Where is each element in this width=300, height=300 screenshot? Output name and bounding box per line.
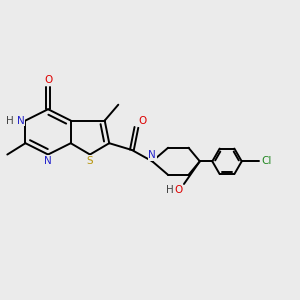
Text: H: H (166, 185, 174, 195)
Text: N: N (44, 156, 52, 166)
Text: O: O (175, 185, 183, 195)
Text: O: O (44, 75, 52, 85)
Text: N: N (16, 116, 24, 126)
Text: H: H (6, 116, 14, 126)
Text: Cl: Cl (261, 156, 272, 166)
Text: N: N (148, 150, 156, 160)
Text: O: O (139, 116, 147, 126)
Text: S: S (87, 156, 93, 166)
